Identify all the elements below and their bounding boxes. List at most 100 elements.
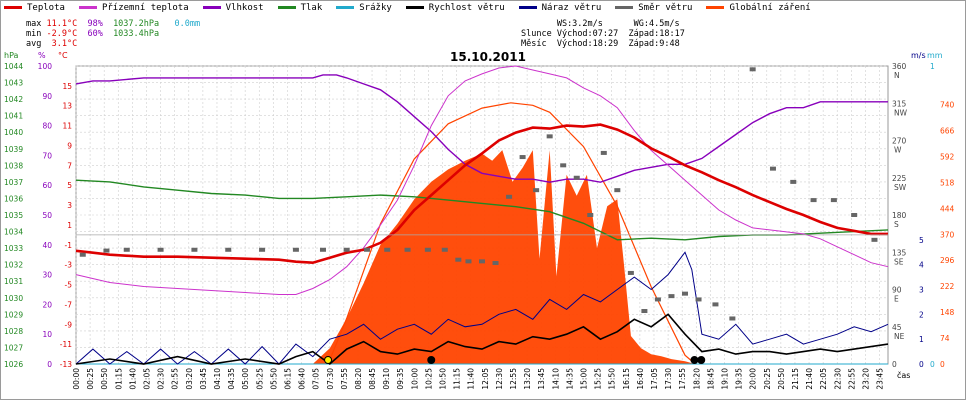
wind-direction-point bbox=[668, 294, 675, 299]
humidity-tick-label: 50 bbox=[42, 211, 52, 220]
x-tick-label: 20:00 bbox=[749, 368, 758, 390]
legend-label: Vlhkost bbox=[225, 3, 264, 13]
wind-direction-point bbox=[79, 252, 86, 257]
x-tick-label: 19:10 bbox=[720, 368, 729, 390]
x-tick-label: 12:55 bbox=[509, 368, 518, 390]
direction-tick-label: 180 bbox=[892, 211, 907, 220]
x-tick-label: 18:45 bbox=[706, 368, 715, 390]
astro-marker bbox=[427, 356, 436, 364]
legend-swatch bbox=[615, 6, 634, 9]
wind-direction-point bbox=[654, 297, 661, 302]
temperature-axis-label: °C bbox=[58, 51, 68, 60]
wind-direction-point bbox=[560, 163, 567, 168]
stat-avg-temp: 3.1°C bbox=[51, 39, 78, 49]
radiation-tick-label: 148 bbox=[940, 308, 955, 317]
stat-max-rain: 0.0mm bbox=[174, 19, 201, 29]
temperature-tick-label: 7 bbox=[67, 161, 72, 170]
x-tick-label: 05:00 bbox=[241, 368, 250, 390]
stat-min-temp: -2.9°C bbox=[46, 29, 78, 39]
x-tick-label: 01:40 bbox=[128, 368, 137, 390]
pressure-tick-label: 1040 bbox=[4, 128, 23, 137]
direction-compass-label: SW bbox=[894, 183, 907, 192]
x-tick-label: 03:45 bbox=[199, 368, 208, 390]
x-axis-label: čas bbox=[897, 370, 910, 380]
x-tick-label: 15:25 bbox=[594, 368, 603, 390]
temperature-tick-label: -1 bbox=[65, 241, 73, 250]
pressure-tick-label: 1034 bbox=[4, 228, 23, 237]
temperature-tick-label: -9 bbox=[65, 320, 73, 329]
pressure-tick-label: 1043 bbox=[4, 79, 23, 88]
x-tick-label: 02:55 bbox=[171, 368, 180, 390]
moonset: Západ:9:48 bbox=[628, 39, 680, 49]
wind-direction-point bbox=[546, 134, 553, 139]
radiation-tick-label: 296 bbox=[940, 256, 955, 265]
wind-direction-point bbox=[191, 247, 198, 252]
stats-panel: max 11.1°C 98% 1037.2hPa 0.0mm min -2.9°… bbox=[26, 19, 200, 49]
legend-item: Náraz větru bbox=[518, 3, 601, 13]
x-tick-label: 09:35 bbox=[396, 368, 405, 390]
legend-item: Srážky bbox=[336, 3, 392, 13]
direction-tick-label: 270 bbox=[892, 137, 907, 146]
wind-direction-point bbox=[614, 188, 621, 193]
pressure-tick-label: 1029 bbox=[4, 310, 23, 319]
radiation-tick-label: 0 bbox=[940, 360, 945, 369]
legend-item: Globální záření bbox=[706, 3, 811, 13]
x-tick-label: 11:15 bbox=[453, 368, 462, 390]
moonrise: Východ:18:29 bbox=[556, 39, 619, 49]
legend-item: Rychlost větru bbox=[405, 3, 505, 13]
pressure-tick-label: 1042 bbox=[4, 95, 23, 104]
temperature-tick-label: -11 bbox=[60, 340, 72, 349]
pressure-tick-label: 1026 bbox=[4, 360, 23, 369]
temperature-tick-label: 1 bbox=[67, 221, 72, 230]
wind-direction-point bbox=[695, 297, 702, 302]
rain-tick-label: 0 bbox=[930, 360, 935, 369]
wind-tick-label: 5 bbox=[919, 236, 924, 245]
wind-tick-label: 0 bbox=[919, 360, 924, 369]
stat-avg-label: avg bbox=[26, 39, 42, 49]
legend-item: Tlak bbox=[277, 3, 322, 13]
x-tick-label: 22:05 bbox=[819, 368, 828, 390]
legend-label: Přízemní teplota bbox=[101, 3, 189, 13]
wind-tick-label: 1 bbox=[919, 335, 924, 344]
wind-direction-point bbox=[573, 175, 580, 180]
legend-item: Přízemní teplota bbox=[78, 3, 189, 13]
direction-compass-label: W bbox=[894, 146, 902, 155]
x-tick-label: 00:25 bbox=[86, 368, 95, 390]
legend-swatch bbox=[405, 6, 424, 9]
wind-speed-avg: WS:3.2m/s bbox=[556, 19, 603, 29]
ground-temperature-line bbox=[75, 65, 889, 295]
pressure-tick-label: 1036 bbox=[4, 194, 23, 203]
x-tick-label: 13:45 bbox=[537, 368, 546, 390]
legend-label: Srážky bbox=[359, 3, 392, 13]
legend-label: Globální záření bbox=[729, 3, 811, 13]
wind-direction-point bbox=[384, 247, 391, 252]
pressure-tick-label: 1027 bbox=[4, 343, 23, 352]
wind-direction-point bbox=[769, 166, 776, 171]
astro-marker bbox=[697, 356, 706, 364]
x-tick-label: 09:10 bbox=[382, 368, 391, 390]
wind-speed-line bbox=[75, 313, 889, 366]
humidity-axis-label: % bbox=[38, 51, 46, 60]
wind-direction-point bbox=[479, 259, 485, 264]
legend-label: Směr větru bbox=[638, 3, 693, 13]
stat-min-press: 1033.4hPa bbox=[113, 29, 160, 39]
temperature-tick-label: 11 bbox=[62, 122, 72, 131]
wind-direction-point bbox=[533, 188, 540, 193]
wind-direction-point bbox=[749, 67, 756, 72]
radiation-tick-label: 74 bbox=[940, 334, 950, 343]
wind-direction-point bbox=[729, 316, 736, 321]
temperature-tick-label: 3 bbox=[67, 201, 72, 210]
sunset: Západ:18:17 bbox=[628, 29, 685, 39]
direction-compass-label: E bbox=[894, 295, 899, 304]
wind-direction-point bbox=[712, 302, 719, 307]
x-tick-label: 10:50 bbox=[439, 368, 448, 390]
x-tick-label: 22:55 bbox=[847, 368, 856, 390]
temperature-tick-label: -7 bbox=[65, 300, 73, 309]
sun-label: Slunce bbox=[521, 29, 552, 39]
wind-direction-point bbox=[123, 247, 130, 252]
radiation-tick-label: 592 bbox=[940, 152, 955, 161]
humidity-tick-label: 30 bbox=[42, 271, 52, 280]
legend: Teplota Přízemní teplota Vlhkost Tlak Srážky… bbox=[4, 3, 825, 17]
stat-max-hum: 98% bbox=[87, 19, 103, 29]
